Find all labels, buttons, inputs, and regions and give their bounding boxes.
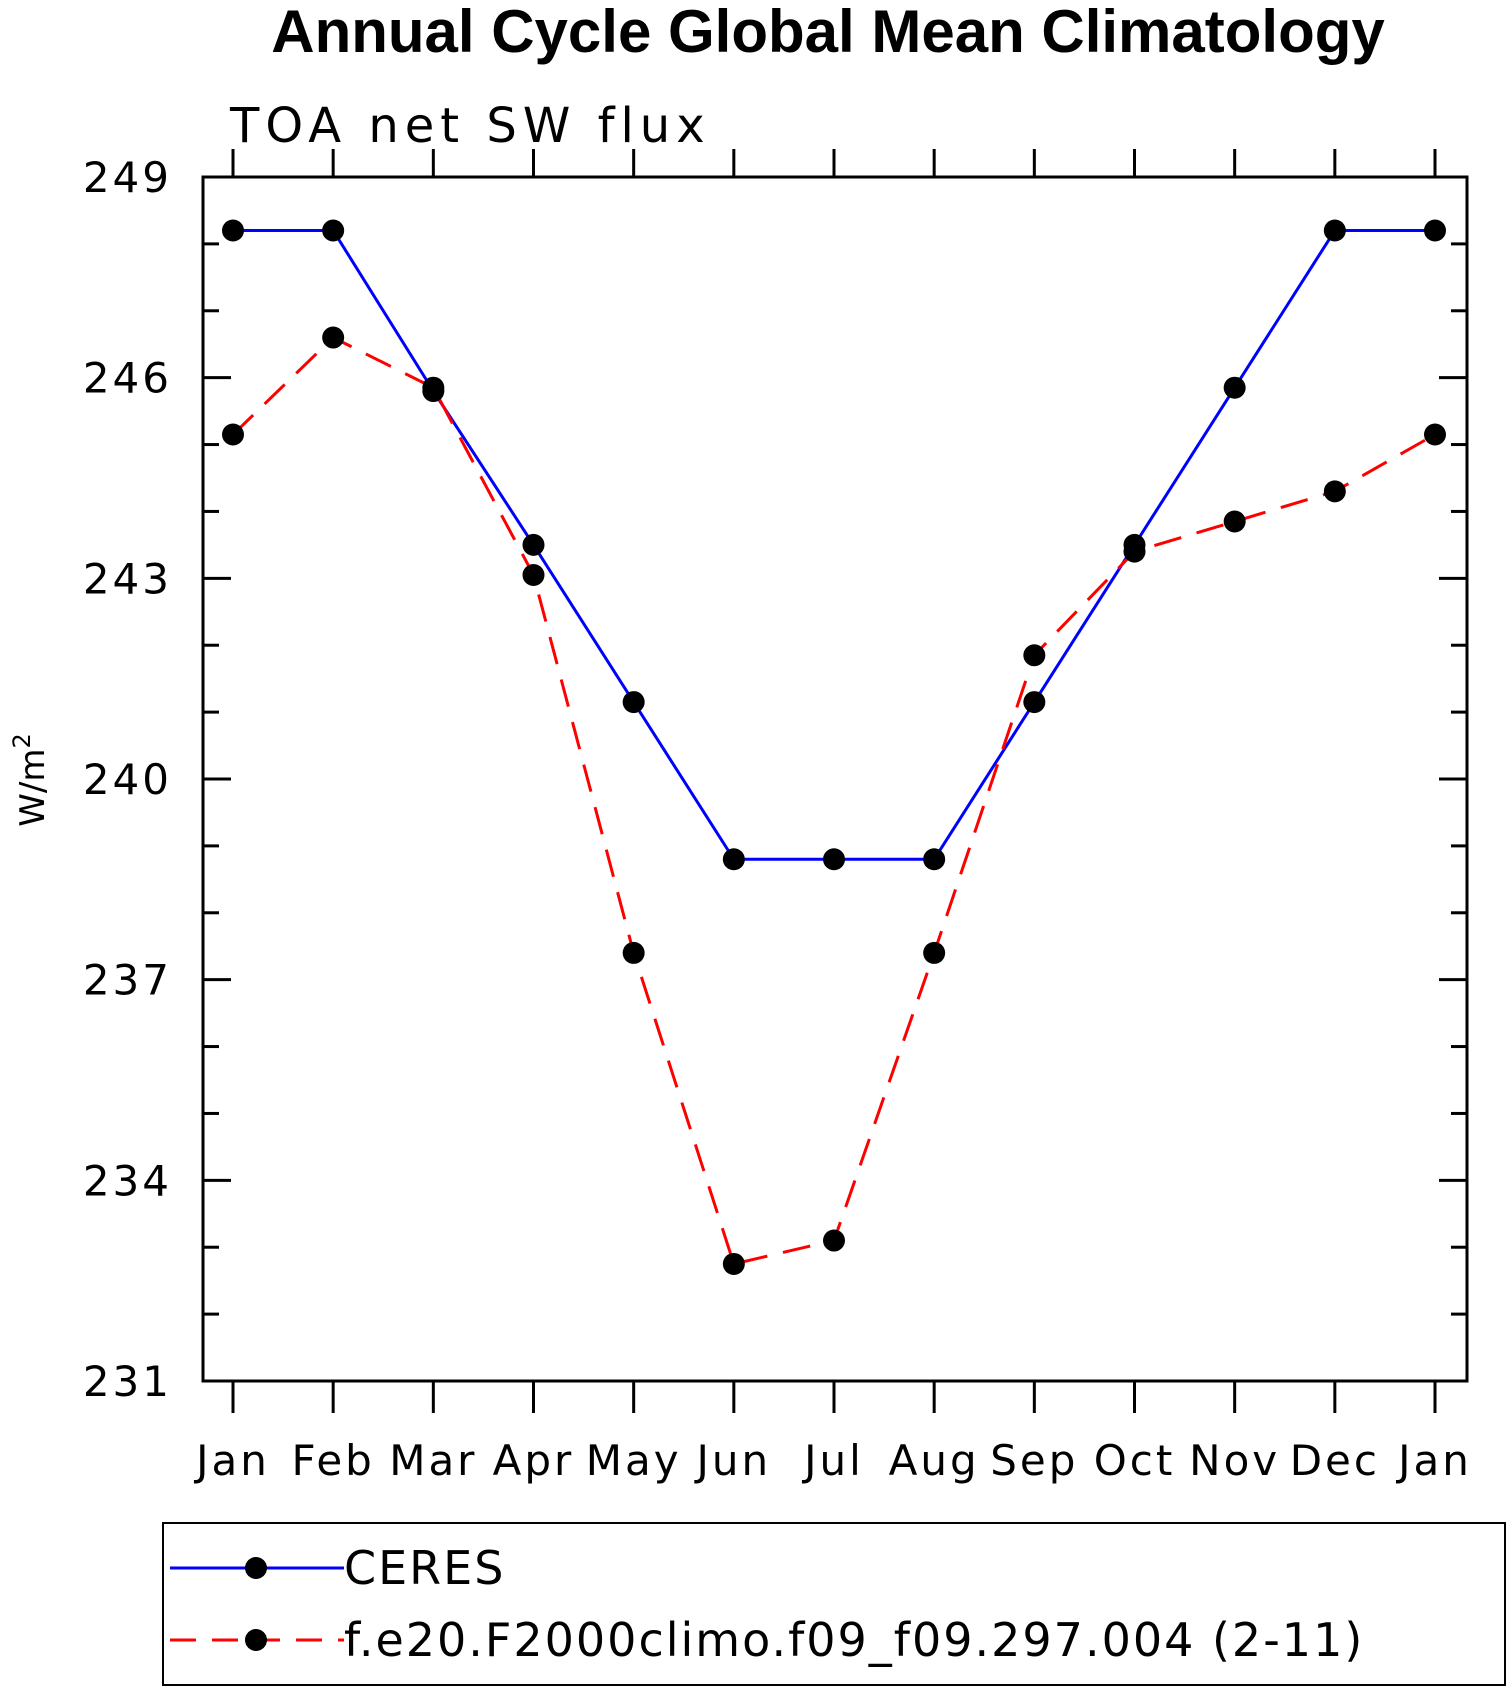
- legend-marker: [245, 1557, 267, 1579]
- chart-title: Annual Cycle Global Mean Climatology: [271, 0, 1385, 65]
- legend-label-2: f.e20.F2000climo.f09_f09.297.004 (2-11): [344, 1613, 1364, 1667]
- x-tick-label: Mar: [389, 1436, 477, 1485]
- data-point: [1323, 480, 1346, 503]
- legend: CERES f.e20.F2000climo.f09_f09.297.004 (2…: [162, 1522, 1506, 1686]
- y-tick-label: 240: [83, 755, 172, 804]
- data-point: [1123, 540, 1146, 563]
- y-tick-label: 243: [83, 554, 172, 603]
- legend-marker: [245, 1629, 267, 1651]
- y-tick-label: 237: [83, 956, 172, 1005]
- x-tick-label: Sep: [990, 1436, 1078, 1485]
- data-point: [1424, 423, 1446, 446]
- data-point: [722, 848, 745, 871]
- x-tick-label: Nov: [1189, 1436, 1280, 1485]
- x-tick-label: Jan: [193, 1436, 270, 1485]
- data-point: [1023, 691, 1046, 714]
- x-tick-label: Apr: [493, 1436, 575, 1485]
- data-point: [622, 941, 645, 964]
- data-point: [823, 1229, 845, 1252]
- data-point: [1223, 376, 1246, 399]
- chart-subtitle: TOA net SW flux: [229, 98, 711, 154]
- legend-label-1: CERES: [344, 1541, 505, 1595]
- data-point: [823, 848, 845, 871]
- data-point: [722, 1252, 745, 1275]
- y-axis: 231 234 237 240 243 246 249: [83, 153, 1467, 1406]
- data-point: [1424, 219, 1446, 242]
- x-tick-label: Feb: [291, 1436, 374, 1485]
- x-tick-label: Oct: [1094, 1436, 1176, 1485]
- y-tick-label: 234: [83, 1156, 172, 1205]
- data-point: [1323, 219, 1346, 242]
- data-point: [522, 563, 545, 586]
- x-tick-label: Jan: [1395, 1436, 1472, 1485]
- data-point: [422, 376, 445, 399]
- y-tick-label: 231: [83, 1357, 172, 1406]
- series-markers: [222, 219, 1446, 1275]
- x-tick-label: Jun: [694, 1436, 772, 1485]
- y-tick-label: 246: [83, 354, 172, 403]
- x-tick-label: Dec: [1290, 1436, 1380, 1485]
- series-lines: [231, 229, 1436, 1266]
- legend-box: [162, 1522, 1506, 1686]
- plot-frame: [201, 175, 1469, 1383]
- data-point: [222, 423, 244, 446]
- data-point: [522, 533, 545, 556]
- data-point: [622, 691, 645, 714]
- y-axis-label: W/m2: [8, 733, 53, 826]
- x-axis: Jan Feb Mar Apr May Jun Jul Aug Sep Oct Nov Dec Jan: [193, 149, 1472, 1485]
- x-tick-label: Aug: [889, 1436, 980, 1485]
- data-point: [322, 219, 345, 242]
- data-point: [1223, 510, 1246, 533]
- x-tick-label: May: [586, 1436, 682, 1485]
- x-tick-label: Jul: [801, 1436, 864, 1485]
- y-tick-label: 249: [83, 153, 172, 202]
- series-line-1: [233, 229, 1435, 861]
- data-point: [923, 848, 946, 871]
- data-point: [222, 219, 244, 242]
- data-point: [923, 941, 946, 964]
- plot-area: [201, 175, 1469, 1383]
- series-line-2: [231, 335, 1436, 1266]
- data-point: [322, 326, 345, 349]
- data-point: [1023, 644, 1046, 667]
